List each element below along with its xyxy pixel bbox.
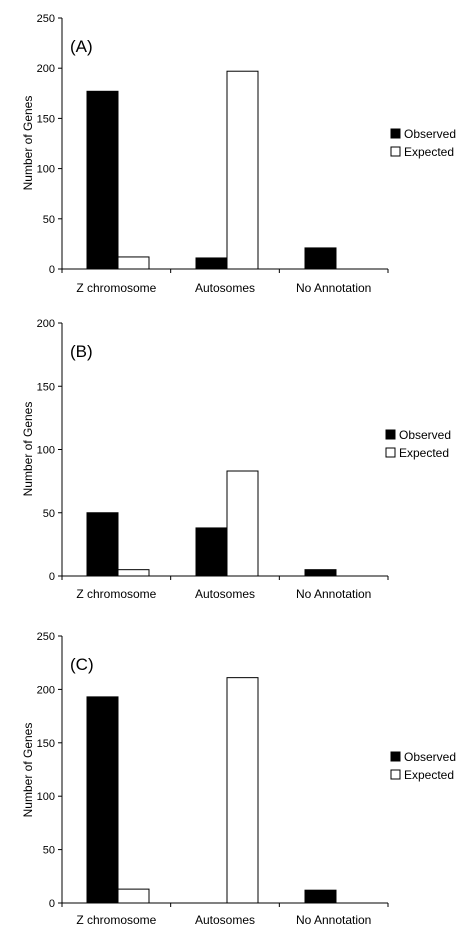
y-axis-label: Number of Genes	[21, 402, 35, 497]
y-tick-label: 100	[37, 164, 55, 176]
bar-observed-2	[304, 569, 337, 577]
y-tick-label: 150	[37, 113, 55, 125]
x-category-label: Autosomes	[195, 587, 255, 601]
y-tick-label: 150	[37, 381, 55, 393]
bar-observed-2	[304, 889, 337, 904]
y-tick-label: 200	[37, 684, 55, 696]
legend-label-observed: Observed	[404, 750, 456, 764]
bar-observed-0	[86, 90, 119, 270]
bar-observed-2	[304, 247, 337, 270]
y-tick-label: 50	[43, 845, 55, 857]
bar-observed-0	[86, 696, 119, 904]
y-tick-label: 250	[37, 13, 55, 25]
chart-panel-0: 0 50 100 150 200 250 Z chromosome Autosomes No A…	[21, 13, 456, 295]
bar-expected-1	[226, 470, 259, 577]
y-axis-label: Number of Genes	[21, 96, 35, 191]
legend-swatch-observed	[385, 429, 396, 440]
panel-label: (B)	[70, 342, 93, 361]
x-category-label: No Annotation	[296, 281, 371, 295]
chart-panel-1: 0 50 100 150 200 Z chromosome Autosomes No Anno…	[21, 318, 451, 601]
legend-swatch-observed	[390, 128, 401, 139]
y-tick-label: 0	[49, 264, 55, 276]
y-tick-label: 0	[49, 898, 55, 910]
x-category-label: Z chromosome	[76, 281, 156, 295]
bar-expected-0	[117, 888, 150, 904]
x-category-label: No Annotation	[296, 913, 371, 927]
y-tick-label: 100	[37, 791, 55, 803]
panel-label: (A)	[70, 37, 93, 56]
legend-label-observed: Observed	[399, 428, 451, 442]
bar-expected-0	[117, 256, 150, 270]
y-tick-label: 0	[49, 571, 55, 583]
legend-swatch-observed	[390, 751, 401, 762]
bar-observed-1	[195, 257, 228, 270]
bar-expected-0	[117, 569, 150, 577]
y-axis-label: Number of Genes	[21, 723, 35, 818]
x-category-label: Autosomes	[195, 913, 255, 927]
x-category-label: Z chromosome	[76, 587, 156, 601]
legend-label-expected: Expected	[399, 446, 449, 460]
y-tick-label: 100	[37, 445, 55, 457]
y-tick-label: 200	[37, 318, 55, 330]
panel-label: (C)	[70, 655, 94, 674]
legend-swatch-expected	[390, 146, 401, 157]
y-tick-label: 200	[37, 63, 55, 75]
bar-expected-1	[226, 677, 259, 904]
legend-label-observed: Observed	[404, 127, 456, 141]
bar-observed-1	[195, 527, 228, 577]
chart-panel-2: 0 50 100 150 200 250 Z chromosome Autosomes No A…	[21, 631, 456, 927]
legend-swatch-expected	[390, 769, 401, 780]
legend-swatch-expected	[385, 447, 396, 458]
x-category-label: Autosomes	[195, 281, 255, 295]
legend-label-expected: Expected	[404, 768, 454, 782]
y-tick-label: 50	[43, 508, 55, 520]
x-category-label: No Annotation	[296, 587, 371, 601]
x-category-label: Z chromosome	[76, 913, 156, 927]
bar-observed-0	[86, 512, 119, 577]
y-tick-label: 250	[37, 631, 55, 643]
legend-label-expected: Expected	[404, 145, 454, 159]
y-tick-label: 150	[37, 738, 55, 750]
bar-expected-1	[226, 70, 259, 270]
y-tick-label: 50	[43, 214, 55, 226]
